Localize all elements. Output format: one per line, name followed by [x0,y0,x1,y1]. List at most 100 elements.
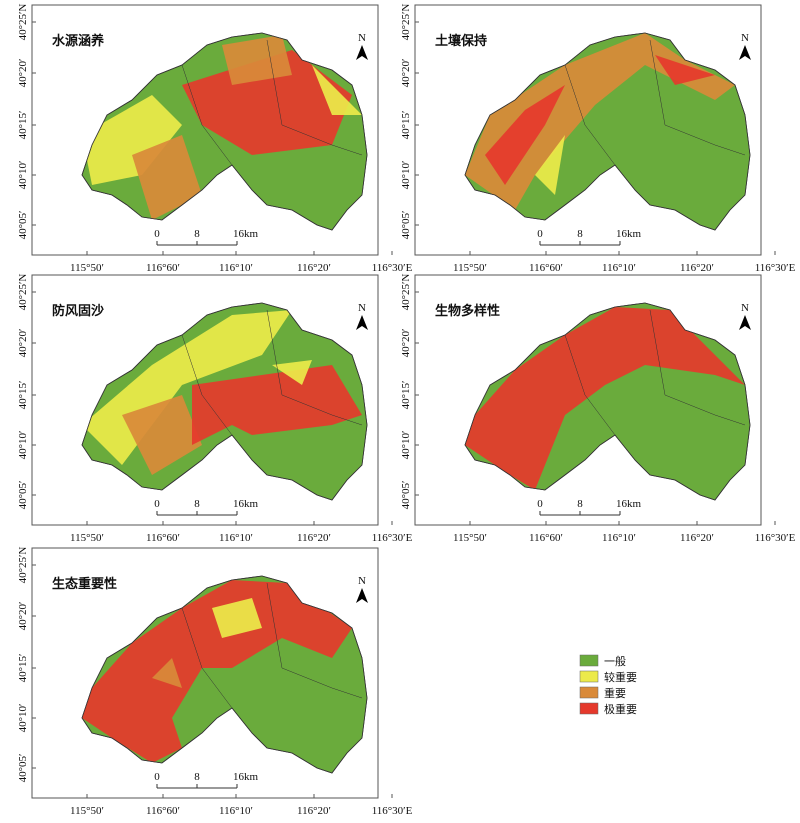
legend-swatch [579,702,599,715]
lon-label: 116°30′E [372,805,413,817]
lat-label: 40°20′ [400,329,412,358]
lat-label: 40°05′ [400,481,412,510]
lon-label: 116°20′ [297,532,331,544]
scale-label: 16km [616,498,642,510]
region-patch [82,95,182,185]
panel-frame [31,274,379,526]
lon-label: 116°60′ [529,262,563,274]
north-arrow [356,588,368,603]
north-arrow [739,45,751,60]
lon-label: 116°30′E [372,532,413,544]
north-label: N [358,302,366,314]
lon-label: 115°50′ [453,262,487,274]
region-patches [82,35,362,220]
lat-label: 40°25′N [17,4,29,41]
region-patch [192,365,362,445]
legend-swatch [579,686,599,699]
lon-label: 115°50′ [453,532,487,544]
district-lines [649,309,746,426]
panel-title: 水源涵养 [52,33,105,48]
region-patch [485,85,565,185]
scale-label: 16km [233,771,259,783]
panel-title: 生物多样性 [435,303,500,318]
scale-label: 8 [194,771,200,783]
panel-title: 土壤保持 [435,33,487,48]
region-patches [82,580,352,763]
scale-label: 8 [194,228,200,240]
region-patch [82,580,352,763]
north-arrow [356,45,368,60]
district-lines [564,64,616,166]
lon-label: 115°50′ [70,532,104,544]
lat-label: 40°05′ [17,481,29,510]
legend-label: 重要 [604,686,626,700]
district-lines [266,309,363,426]
lat-label: 40°15′ [17,654,29,683]
scale-label: 0 [537,498,543,510]
legend-swatch [579,670,599,683]
panel-title: 防风固沙 [52,303,104,318]
lon-label: 116°20′ [297,805,331,817]
district-lines [266,39,363,156]
region-patch [312,65,362,115]
lat-label: 40°10′ [400,161,412,190]
lon-label: 116°10′ [219,532,253,544]
panel-frame [31,547,379,799]
map-panel: 土壤保持 N 0 8 16km 115°50′ 116°60′ 116°10′ 116°20′ 1… [400,4,796,274]
lat-label: 40°05′ [17,211,29,240]
lon-label: 116°60′ [146,262,180,274]
scale-label: 8 [577,228,583,240]
region-outline [81,575,368,774]
region-patches [82,310,362,475]
lat-label: 40°25′N [17,547,29,584]
lat-label: 40°25′N [400,4,412,41]
map-panel: 生物多样性 N 0 8 16km 115°50′ 116°60′ 116°10′ 116°20′… [400,274,796,544]
lat-label: 40°15′ [400,111,412,140]
region-patch [122,395,202,475]
district-lines [649,39,746,156]
district-lines [181,334,233,436]
region-patch [465,33,735,210]
region-patches [465,33,735,210]
lon-label: 116°10′ [219,805,253,817]
north-arrow [739,315,751,330]
region-outline [464,302,751,501]
lat-label: 40°05′ [17,754,29,783]
scale-label: 8 [194,498,200,510]
panel-frame [414,4,762,256]
lat-label: 40°25′N [400,274,412,311]
district-lines [266,582,363,699]
region-outline [81,32,368,231]
lat-label: 40°05′ [400,211,412,240]
lat-label: 40°15′ [400,381,412,410]
north-label: N [358,575,366,587]
lon-label: 116°60′ [146,805,180,817]
scale-label: 0 [537,228,543,240]
region-patch [132,135,202,220]
lat-label: 40°15′ [17,381,29,410]
lat-label: 40°10′ [17,431,29,460]
north-label: N [358,32,366,44]
panel-frame [414,274,762,526]
lat-label: 40°10′ [17,704,29,733]
lon-label: 115°50′ [70,262,104,274]
panel-frame [31,4,379,256]
map-panel: 水源涵养 N 0 8 16km 115°50′ 116°60′ 116°10′ 116°20′ 1… [17,4,413,274]
legend-label: 一般 [604,655,626,668]
region-patch [535,135,565,195]
lon-label: 116°10′ [219,262,253,274]
scale-label: 16km [233,228,259,240]
region-patch [272,360,312,385]
lon-label: 116°20′ [297,262,331,274]
lat-label: 40°25′N [17,274,29,311]
map-panel: 生态重要性 N 0 8 16km 115°50′ 116°60′ 116°10′ 116°20′… [17,547,413,817]
lon-label: 115°50′ [70,805,104,817]
region-outline [464,32,751,231]
lat-label: 40°10′ [400,431,412,460]
scale-label: 16km [616,228,642,240]
region-patch [655,55,715,85]
panel-title: 生态重要性 [52,576,117,591]
north-label: N [741,302,749,314]
